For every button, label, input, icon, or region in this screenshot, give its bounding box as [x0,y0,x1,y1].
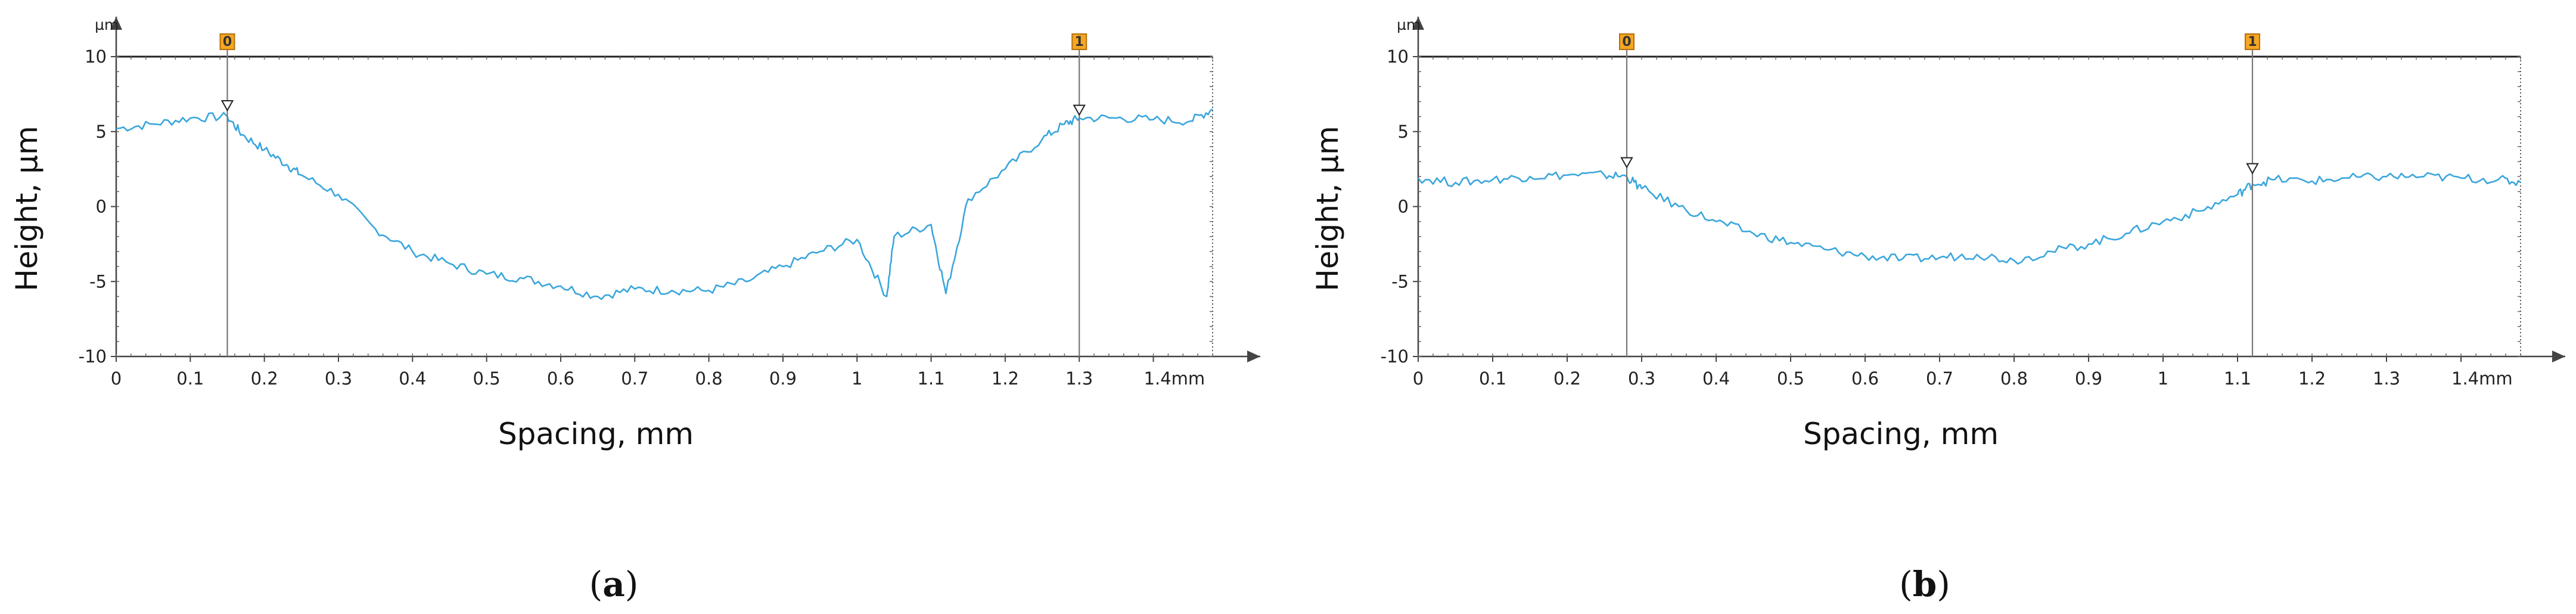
y-tick-label: 0 [1398,197,1409,217]
marker-triangle [1620,157,1633,169]
x-tick-label: 0 [1413,368,1424,389]
x-tick-label: 1 [852,368,862,389]
x-tick-label: 0.5 [473,368,501,389]
x-axis-arrow [1247,351,1260,362]
x-tick-label: 1.2 [992,368,1019,389]
x-tick-label: 0.1 [176,368,204,389]
series-line [1417,170,2521,265]
caption-letter-b: b [1913,564,1937,604]
y-tick-label: -5 [1391,271,1409,292]
marker-label: 1 [2248,35,2257,49]
x-axis-label: Spacing, mm [1803,417,1999,451]
y-tick-label: 10 [1387,46,1409,67]
marker-label: 0 [223,35,232,49]
x-tick-label: 1.1 [2224,368,2251,389]
x-tick-label: 1.4mm [1144,368,1205,389]
y-tick-label: -10 [1381,346,1409,367]
marker-triangle [2246,163,2259,175]
x-tick-label: 0 [111,368,122,389]
x-tick-label: 1.3 [2373,368,2400,389]
marker-label: 1 [1075,35,1084,49]
y-unit-label: µm [1397,16,1421,33]
x-tick-label: 0.3 [1628,368,1655,389]
x-tick-label: 0.4 [1702,368,1730,389]
marker-flag[interactable] [2245,33,2260,50]
y-tick-label: 0 [96,197,107,217]
marker-flag[interactable] [1071,33,1087,50]
y-tick-label: 10 [85,46,107,67]
caption-b: (b) [1899,564,1950,604]
y-tick-label: -10 [79,346,107,367]
x-tick-label: 0.1 [1479,368,1506,389]
x-tick-label: 0.9 [2075,368,2102,389]
marker-triangle [220,100,234,112]
x-tick-label: 0.2 [1553,368,1581,389]
caption-letter-a: a [602,564,625,604]
x-tick-label: 0.6 [1851,368,1879,389]
x-tick-label: 0.3 [325,368,352,389]
x-tick-label: 1.3 [1065,368,1093,389]
y-axis-label: Height, µm [1310,126,1345,292]
y-tick-label: -5 [89,271,107,292]
x-tick-label: 1.1 [918,368,945,389]
series-line [116,108,1213,300]
x-tick-label: 0.4 [399,368,426,389]
x-tick-label: 0.7 [1926,368,1953,389]
x-tick-label: 0.8 [2000,368,2028,389]
y-unit-label: µm [95,16,119,33]
x-tick-label: 0.2 [251,368,278,389]
x-tick-label: 0.6 [547,368,574,389]
x-axis-label: Spacing, mm [498,417,694,451]
x-tick-label: 1 [2158,368,2168,389]
marker-label: 0 [1622,35,1631,49]
marker-flag[interactable] [1619,33,1635,50]
x-tick-label: 1.2 [2298,368,2326,389]
x-tick-label: 1.4mm [2451,368,2513,389]
x-tick-label: 0.8 [695,368,723,389]
y-axis-arrow [110,17,122,30]
marker-triangle [1073,104,1086,116]
y-tick-label: 5 [96,122,107,142]
x-tick-label: 0.7 [621,368,648,389]
marker-flag[interactable] [219,33,235,50]
y-axis-label: Height, µm [10,126,44,292]
y-axis-arrow [1412,17,1424,30]
x-tick-label: 0.5 [1777,368,1804,389]
x-axis-arrow [2552,351,2565,362]
caption-a: (a) [589,564,639,604]
y-tick-label: 5 [1398,122,1409,142]
x-tick-label: 0.9 [769,368,797,389]
